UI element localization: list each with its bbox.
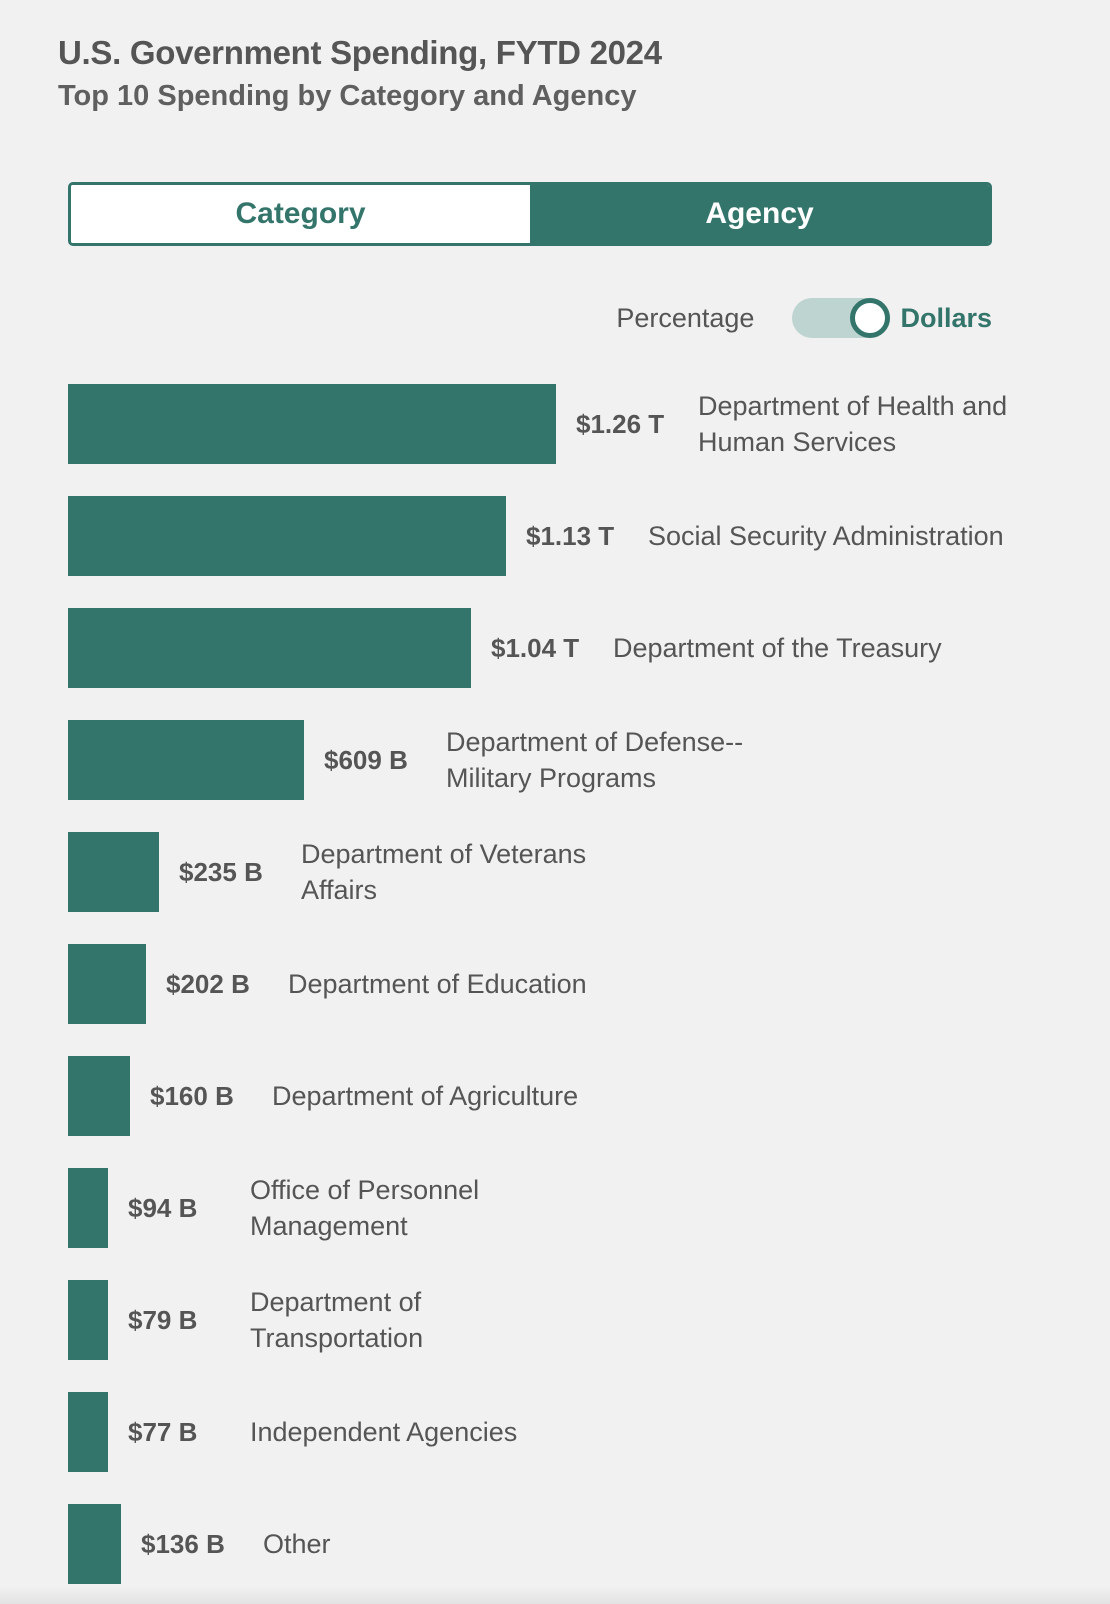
- view-tabs: Category Agency: [68, 182, 992, 246]
- bar-category-label: Department of Education: [288, 969, 587, 999]
- bar-category-label: Department of Agriculture: [272, 1081, 579, 1111]
- bar-category-label: Office of Personnel Management: [250, 1175, 480, 1241]
- bar[interactable]: [68, 1504, 121, 1584]
- bar[interactable]: [68, 944, 146, 1024]
- chart-subtitle: Top 10 Spending by Category and Agency: [58, 80, 637, 112]
- bar[interactable]: [68, 608, 471, 688]
- bar[interactable]: [68, 1056, 130, 1136]
- tab-agency[interactable]: Agency: [530, 185, 989, 243]
- bar-category-label: Department of Transportation: [250, 1287, 424, 1353]
- bar-category-label: Department of Veterans Affairs: [301, 839, 587, 905]
- bar[interactable]: [68, 1392, 108, 1472]
- bar-value-label: $160 B: [150, 1080, 234, 1111]
- toggle-knob[interactable]: [850, 298, 891, 338]
- toggle-label-percentage[interactable]: Percentage: [616, 302, 755, 333]
- chart-title: U.S. Government Spending, FYTD 2024: [58, 34, 662, 71]
- bottom-fade: [0, 1586, 1110, 1604]
- bar[interactable]: [68, 496, 506, 576]
- bar-value-label: $94 B: [128, 1192, 198, 1223]
- bar[interactable]: [68, 832, 159, 912]
- bar-category-label: Independent Agencies: [250, 1417, 518, 1447]
- bar-value-label: $136 B: [141, 1528, 225, 1559]
- bar[interactable]: [68, 1168, 108, 1248]
- bar[interactable]: [68, 384, 556, 464]
- bar[interactable]: [68, 1280, 108, 1360]
- bar-value-label: $79 B: [128, 1304, 198, 1335]
- tab-category[interactable]: Category: [71, 185, 530, 243]
- toggle-label-dollars[interactable]: Dollars: [900, 302, 992, 333]
- bar-value-label: $235 B: [179, 856, 263, 887]
- percentage-dollars-toggle[interactable]: [792, 298, 891, 338]
- unit-toggle-row: Percentage Dollars: [616, 298, 992, 338]
- bar-value-label: $1.26 T: [576, 408, 665, 439]
- bar-value-label: $1.04 T: [491, 632, 580, 663]
- bar-value-label: $1.13 T: [526, 520, 615, 551]
- bar-category-label: Other: [263, 1529, 331, 1559]
- bar-value-label: $202 B: [166, 968, 250, 999]
- bar-category-label: Department of Defense--Military Programs: [446, 727, 744, 793]
- bar-value-label: $609 B: [324, 744, 408, 775]
- bar-category-label: Department of Health and Human Services: [698, 391, 1008, 457]
- bar-category-label: Department of the Treasury: [613, 633, 942, 663]
- bar[interactable]: [68, 720, 304, 800]
- bar-value-label: $77 B: [128, 1416, 198, 1447]
- bar-category-label: Social Security Administration: [648, 521, 1004, 551]
